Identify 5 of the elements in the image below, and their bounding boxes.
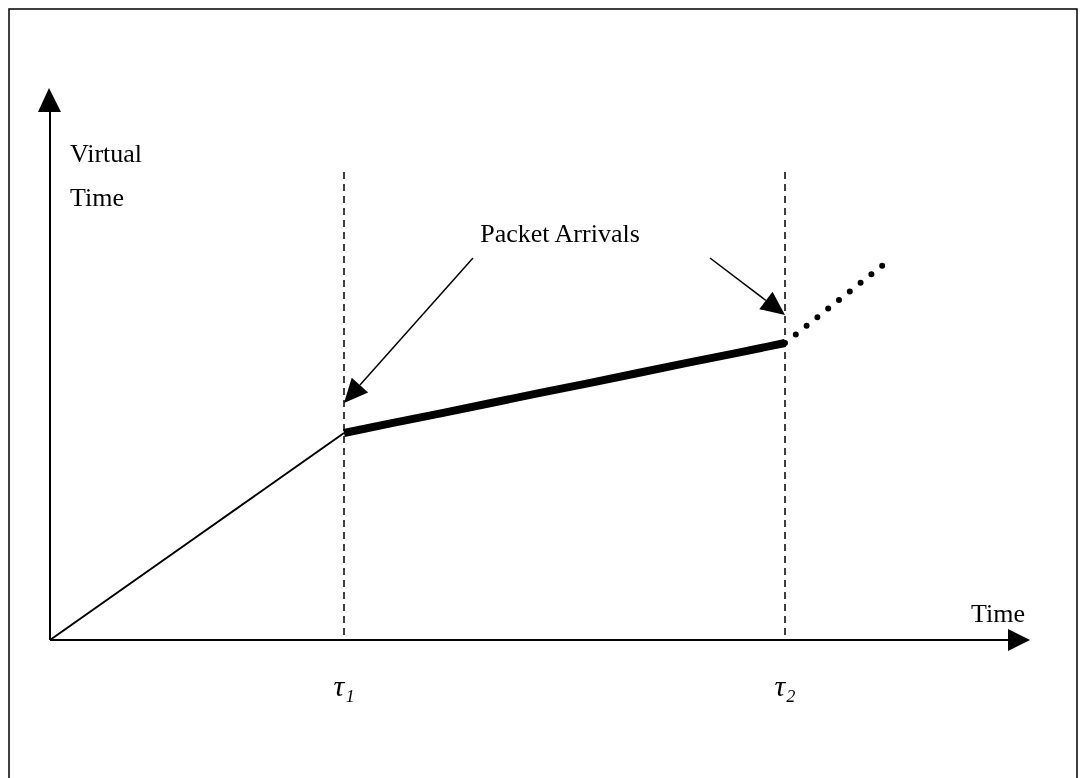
x-tick-label: τ₁: [333, 669, 355, 702]
x-tick-label: τ₂: [774, 669, 796, 702]
x-axis-title: Time: [971, 599, 1025, 628]
y-axis-title: Virtual Time: [70, 139, 143, 212]
text: Packet Arrivals: [480, 219, 640, 248]
